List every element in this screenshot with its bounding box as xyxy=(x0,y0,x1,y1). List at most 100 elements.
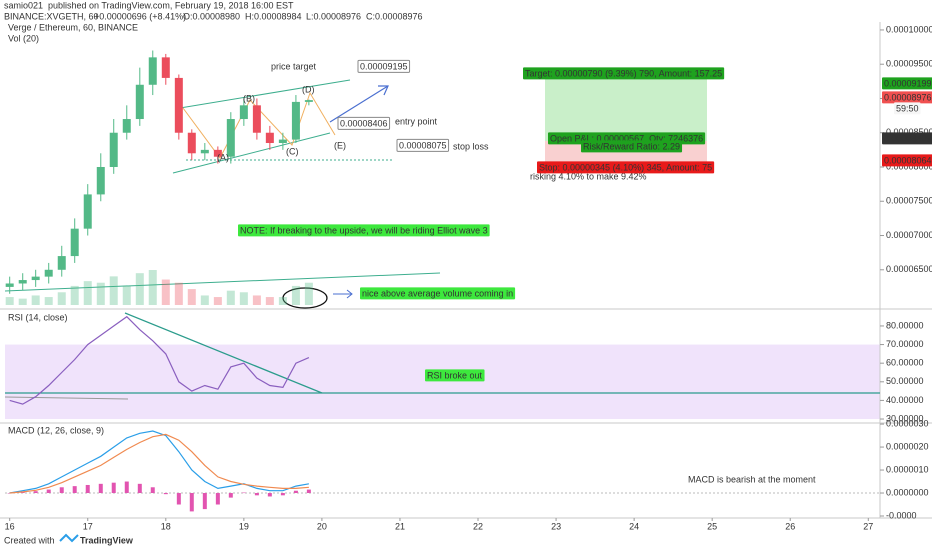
annotation: 0.00009199 xyxy=(884,78,932,88)
volume-bar xyxy=(200,295,209,305)
histogram-bar xyxy=(33,491,38,494)
trend-line xyxy=(179,79,351,109)
histogram-bar xyxy=(176,493,181,505)
annotation-background xyxy=(357,59,411,73)
x-tick-label: 16 xyxy=(5,521,15,531)
trend-line xyxy=(172,132,331,174)
volume-bar xyxy=(278,297,287,305)
volume-bar xyxy=(83,281,92,305)
annotation: (A) xyxy=(217,152,229,162)
histogram-bar xyxy=(137,483,142,494)
pane-title: Verge / Ethereum, 60, BINANCE xyxy=(8,22,138,32)
symbol: BINANCE:XVGETH, 60 xyxy=(4,11,99,21)
high: H:0.00008984 xyxy=(245,11,302,21)
candle-body xyxy=(44,269,53,277)
candle-body xyxy=(252,105,261,133)
histogram-bar xyxy=(293,490,298,494)
candle-body xyxy=(213,149,222,157)
y-tick-label: 40.00000 xyxy=(886,395,924,405)
y-tick-label: 60.00000 xyxy=(886,358,924,368)
volume-bar xyxy=(161,279,170,305)
annotation: risking 4.10% to make 9.42% xyxy=(530,171,647,181)
arrow-head xyxy=(346,289,353,299)
annotation: 0.00008406 xyxy=(340,118,388,128)
profit-zone xyxy=(545,78,707,141)
histogram-bar xyxy=(150,487,155,494)
x-tick-label: 20 xyxy=(317,521,327,531)
histogram-bar xyxy=(241,492,246,494)
x-tick-label: 26 xyxy=(785,521,795,531)
volume-bar xyxy=(18,298,27,305)
annotation: (B) xyxy=(243,93,255,103)
histogram-bar xyxy=(124,481,129,494)
y-tick-label: 0.00007500 xyxy=(886,196,932,206)
annotation: price target xyxy=(271,61,317,71)
histogram-bar xyxy=(267,493,272,497)
volume-bar xyxy=(291,285,300,305)
volume-bar xyxy=(109,276,118,305)
volume-bar xyxy=(213,297,222,305)
open: O:0.00008980 xyxy=(183,11,240,21)
annotation: RSI broke out xyxy=(427,370,483,380)
candle-body xyxy=(122,119,131,133)
candle-body xyxy=(70,228,79,257)
x-tick-label: 25 xyxy=(707,521,717,531)
annotation-background xyxy=(581,140,683,153)
annotation-background xyxy=(882,91,932,104)
volume-bar xyxy=(148,270,157,305)
annotation-background xyxy=(537,161,715,174)
annotation-background xyxy=(396,138,450,152)
volume-bar xyxy=(122,285,131,305)
pane-title: RSI (14, close) xyxy=(8,312,68,322)
rsi-trend-line xyxy=(124,312,323,394)
y-tick-label: 70.00000 xyxy=(886,339,924,349)
histogram-bar xyxy=(7,493,12,494)
annotation-background xyxy=(882,132,932,145)
annotation-background xyxy=(523,67,725,80)
volume-bar xyxy=(187,289,196,305)
annotation: 0.00008064 xyxy=(884,155,932,165)
annotation: Stop: 0.00000345 (4.10%) 345, Amount: 75 xyxy=(539,162,712,172)
annotation: nice above average volume coming in xyxy=(362,288,513,298)
annotation-background xyxy=(238,224,490,237)
low: L:0.00008976 xyxy=(306,11,361,21)
annotation: 59:50 xyxy=(896,103,919,113)
volume-bar xyxy=(265,297,274,305)
annotation: (E) xyxy=(334,140,346,150)
x-tick-label: 21 xyxy=(395,521,405,531)
candle-body xyxy=(18,280,27,284)
annotation: (D) xyxy=(302,84,315,94)
y-tick-label: 0.00006500 xyxy=(886,264,932,274)
candle-body xyxy=(31,276,40,281)
author[interactable]: samio021 xyxy=(4,0,43,10)
candle-body xyxy=(57,256,66,270)
candle-body xyxy=(265,132,274,144)
x-tick-label: 23 xyxy=(551,521,561,531)
published: published on TradingView.com, February 1… xyxy=(48,0,294,10)
wave-path xyxy=(182,91,336,159)
x-tick-label: 22 xyxy=(473,521,483,531)
candle-body xyxy=(5,283,14,287)
annotation: (C) xyxy=(286,146,299,156)
x-tick-label: 17 xyxy=(83,521,93,531)
y-tick-label: 0.0000030 xyxy=(886,418,929,428)
volume-bar xyxy=(174,282,183,305)
series-line xyxy=(9,433,309,494)
candle-body xyxy=(148,57,157,85)
y-tick-label: 0.0000020 xyxy=(886,441,929,451)
y-tick-label: 0.00007000 xyxy=(886,230,932,240)
annotation: MACD is bearish at the moment xyxy=(688,474,816,484)
y-tick-label: 80.00000 xyxy=(886,320,924,330)
histogram-bar xyxy=(59,487,64,494)
footer-brand[interactable]: TradingView xyxy=(80,535,134,545)
volume-bar xyxy=(70,285,79,305)
candle-body xyxy=(161,57,170,78)
histogram-bar xyxy=(215,493,220,505)
arrow-head xyxy=(378,85,389,96)
candle-body xyxy=(200,149,209,154)
annotation: Target: 0.00000790 (9.39%) 790, Amount: … xyxy=(525,68,722,78)
y-tick-label: 50.00000 xyxy=(886,376,924,386)
annotation-background xyxy=(882,77,932,90)
histogram-bar xyxy=(85,484,90,494)
